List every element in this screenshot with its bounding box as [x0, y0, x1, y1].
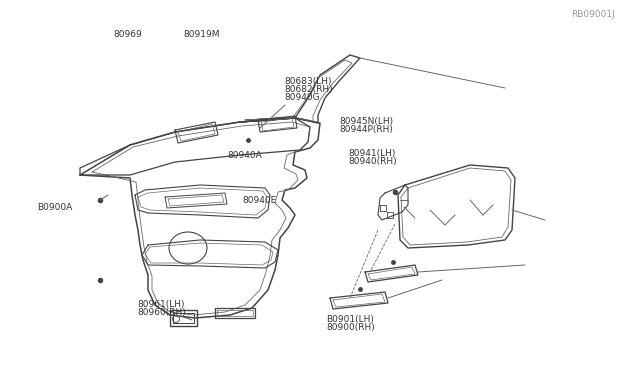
- Text: B0900A: B0900A: [37, 203, 72, 212]
- Text: 80940E: 80940E: [242, 196, 276, 205]
- Text: RB09001J: RB09001J: [571, 10, 614, 19]
- Text: 80919M: 80919M: [183, 30, 220, 39]
- Text: 80969: 80969: [114, 30, 142, 39]
- Text: 80944P(RH): 80944P(RH): [339, 125, 393, 134]
- Text: 80945N(LH): 80945N(LH): [339, 117, 394, 126]
- Text: 80961(LH): 80961(LH): [138, 300, 185, 309]
- Text: 80940A: 80940A: [227, 151, 262, 160]
- Text: 80941(LH): 80941(LH): [349, 149, 396, 158]
- Text: 80682(RH): 80682(RH): [285, 85, 333, 94]
- Text: 80683(LH): 80683(LH): [285, 77, 332, 86]
- Text: 80940(RH): 80940(RH): [349, 157, 397, 166]
- Text: 80960(RH): 80960(RH): [138, 308, 186, 317]
- Text: 80900(RH): 80900(RH): [326, 323, 375, 332]
- Text: B0901(LH): B0901(LH): [326, 315, 374, 324]
- Text: 80940G: 80940G: [285, 93, 321, 102]
